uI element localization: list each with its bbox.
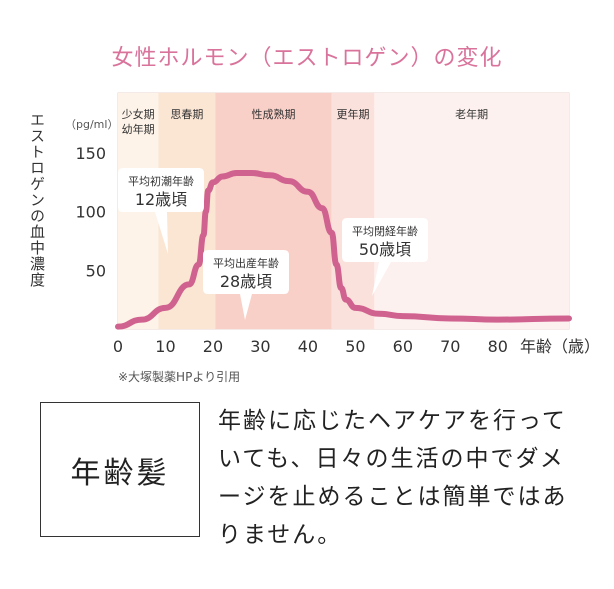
keyword-box: 年齢髪 <box>40 402 200 537</box>
phase-label: 性成熟期 <box>251 107 295 121</box>
chart-title: 女性ホルモン（エストロゲン）の変化 <box>111 46 503 71</box>
phase-label: 幼年期 <box>122 122 155 136</box>
x-tick-label: 30 <box>250 337 270 356</box>
callout-title: 平均出産年齢 <box>213 256 279 270</box>
x-tick-label: 0 <box>113 337 123 356</box>
x-tick-label: 40 <box>298 337 318 356</box>
y-tick-label: 150 <box>75 144 106 163</box>
keyword-label: 年齢髪 <box>70 455 170 491</box>
x-tick-label: 50 <box>345 337 365 356</box>
x-tick-label: 10 <box>155 337 175 356</box>
callout-value: 12歳頃 <box>135 190 187 209</box>
phase-label: 更年期 <box>336 107 369 121</box>
description-text: 年齢に応じたヘアケアを行っていても、日々の生活の中でダメージを止めることは簡単で… <box>218 408 568 548</box>
callout-value: 28歳頃 <box>220 272 272 291</box>
phase-label: 老年期 <box>455 107 488 121</box>
x-tick-label: 60 <box>393 337 413 356</box>
callout-value: 50歳頃 <box>359 240 411 259</box>
y-tick-label: 50 <box>86 261 106 280</box>
y-axis-unit: （pg/ml） <box>65 118 119 131</box>
x-tick-label: 20 <box>203 337 223 356</box>
source-note: ※大塚製薬HPより引用 <box>118 370 241 384</box>
callout-bubble <box>203 250 289 320</box>
callout-title: 平均閉経年齢 <box>352 224 418 238</box>
phase-label: 少女期 <box>122 107 155 121</box>
callout-bubble <box>118 168 204 254</box>
callout-title: 平均初潮年齢 <box>128 174 194 188</box>
phase-band <box>331 93 375 329</box>
y-axis-label: エストロゲンの血中濃度 <box>28 112 46 288</box>
x-axis-label: 年齢（歳） <box>520 337 600 356</box>
callout-bubble <box>342 218 428 296</box>
y-tick-label: 100 <box>75 203 106 222</box>
estrogen-curve <box>115 169 572 330</box>
phase-label: 思春期 <box>170 108 203 121</box>
phase-band <box>374 93 569 329</box>
x-tick-label: 70 <box>440 337 460 356</box>
x-tick-label: 80 <box>488 337 508 356</box>
